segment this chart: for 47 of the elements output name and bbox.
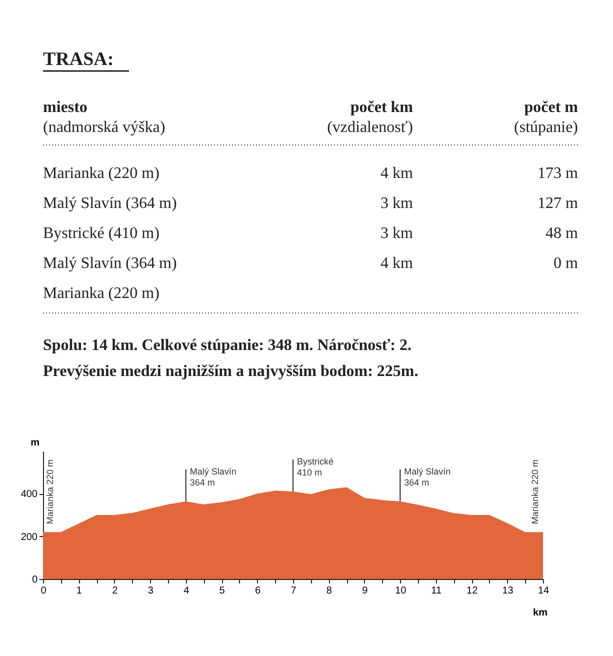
x-tick-label: 6: [255, 586, 262, 596]
x-tick-label: 5: [219, 586, 226, 596]
chart-title: TRASA:: [43, 49, 114, 70]
text: (nadmorská výška): [43, 119, 166, 136]
text: 4 km: [380, 255, 414, 272]
text: Malý Slavín (364 m): [43, 195, 177, 212]
x-tick-label: 10: [395, 586, 407, 596]
annotation: Marianka 220 m: [530, 460, 540, 524]
x-tick-label: 2: [112, 586, 118, 596]
text: 0 m: [554, 255, 579, 272]
x-tick-label: 13: [502, 586, 514, 596]
text: 3 km: [380, 225, 414, 242]
text: (vzdialenosť): [327, 119, 413, 136]
x-tick-label: 3: [148, 586, 154, 596]
text: Malý Slavín (364 m): [43, 255, 177, 272]
text: miesto: [43, 99, 88, 116]
text: 4 km: [380, 165, 414, 182]
text: Prevýšenie medzi najnižším a najvyšším bodom: 225m.: [43, 363, 418, 380]
x-tick-label: 1: [76, 586, 82, 596]
annotation: Bystrické 410 m: [297, 456, 334, 478]
x-tick-label: 12: [466, 586, 478, 596]
text: počet km: [350, 99, 414, 116]
x-tick-label: 4: [184, 586, 190, 596]
annotation: Malý Slavín 364 m: [190, 466, 236, 488]
text: 127 m: [538, 195, 579, 212]
text: Marianka (220 m): [43, 285, 160, 302]
text: 173 m: [538, 165, 579, 182]
y-tick-label: 0: [32, 574, 38, 586]
text: (stúpanie): [514, 119, 578, 136]
text: Marianka (220 m): [43, 165, 160, 182]
y-axis-title: m: [30, 438, 40, 448]
text: počet m: [524, 99, 579, 116]
text: Bystrické (410 m): [43, 225, 160, 242]
y-tick-label: 200: [20, 532, 38, 543]
x-tick-label: 7: [290, 586, 297, 596]
text: 3 km: [380, 195, 414, 212]
x-tick-label: 9: [362, 586, 368, 596]
x-tick-label: 8: [326, 586, 332, 596]
x-axis-title: km: [533, 608, 548, 618]
x-tick-label: 11: [431, 586, 442, 596]
x-tick-label: 0: [40, 586, 47, 596]
x-tick-label: 14: [538, 586, 550, 596]
text: Spolu: 14 km. Celkové stúpanie: 348 m. Náročnosť: 2.: [43, 337, 412, 354]
annotation: Marianka 220 m: [45, 460, 55, 524]
text: 48 m: [546, 225, 579, 242]
y-tick-label: 400: [20, 489, 38, 500]
annotation: Malý Slavín 364 m: [404, 466, 451, 488]
